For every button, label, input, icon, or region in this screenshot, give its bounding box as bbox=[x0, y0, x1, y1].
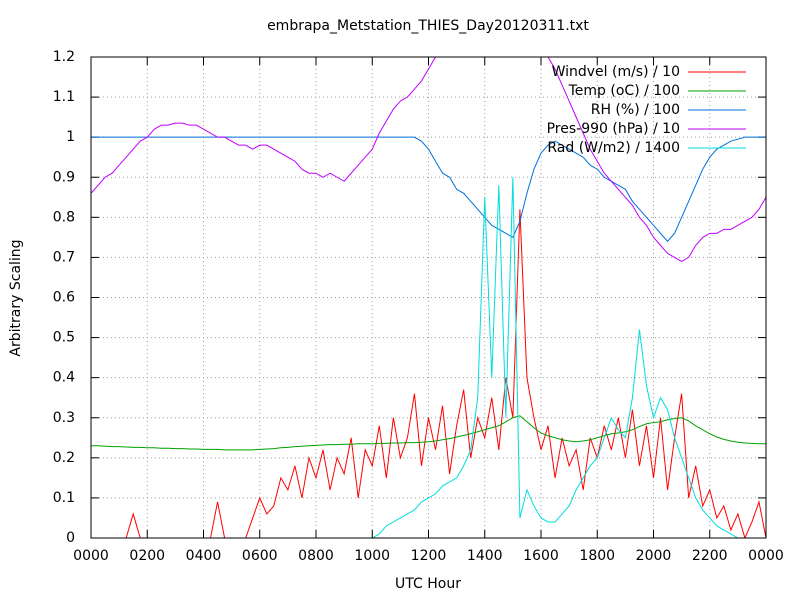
x-tick-label: 0800 bbox=[298, 548, 334, 564]
x-tick-label: 1800 bbox=[579, 548, 615, 564]
y-tick-label: 1.1 bbox=[53, 89, 75, 105]
series-line bbox=[91, 209, 766, 538]
y-tick-label: 1.2 bbox=[53, 49, 75, 65]
y-tick-label: 0.7 bbox=[53, 249, 75, 265]
legend: Windvel (m/s) / 10 Temp (oC) / 100 RH (%) … bbox=[547, 64, 746, 156]
series-line bbox=[91, 415, 766, 451]
y-tick-label: 0.6 bbox=[53, 290, 75, 306]
x-tick-label: 0000 bbox=[73, 548, 109, 564]
series-line bbox=[91, 136, 766, 243]
y-tick-label: 0.8 bbox=[53, 209, 75, 225]
y-axis-label: Arbitrary Scaling bbox=[8, 239, 24, 356]
plot-border bbox=[90, 56, 767, 539]
legend-label: Pres-990 (hPa) / 10 bbox=[547, 121, 680, 137]
y-tick-label: 0.3 bbox=[53, 410, 75, 426]
x-tick-label: 1200 bbox=[411, 548, 447, 564]
x-tick-label: 2000 bbox=[636, 548, 672, 564]
series-line bbox=[91, 57, 766, 263]
plot-area bbox=[91, 57, 766, 538]
y-tick-label: 0.9 bbox=[53, 169, 75, 185]
x-tick-label: 2200 bbox=[692, 548, 728, 564]
y-tick-label: 0.4 bbox=[53, 370, 75, 386]
x-tick-label: 1600 bbox=[523, 548, 559, 564]
legend-label: RH (%) / 100 bbox=[591, 102, 680, 118]
y-tick-label: 0.2 bbox=[53, 450, 75, 466]
chart-title: embrapa_Metstation_THIES_Day20120311.txt bbox=[267, 18, 589, 34]
y-tick-label: 0.1 bbox=[53, 490, 75, 506]
x-axis-label: UTC Hour bbox=[395, 576, 461, 592]
legend-label: Windvel (m/s) / 10 bbox=[552, 64, 680, 80]
legend-label: Temp (oC) / 100 bbox=[568, 83, 680, 99]
y-tick-label: 0 bbox=[66, 530, 75, 546]
y-tick-label: 1 bbox=[66, 129, 75, 145]
x-tick-label: 1000 bbox=[354, 548, 390, 564]
x-tick-label: 0400 bbox=[186, 548, 222, 564]
x-tick-label: 1400 bbox=[467, 548, 503, 564]
x-tick-label: 0200 bbox=[129, 548, 165, 564]
x-tick-label: 0000 bbox=[748, 548, 784, 564]
series-line bbox=[372, 177, 739, 538]
x-tick-label: 0600 bbox=[242, 548, 278, 564]
legend-label: Rad (W/m2) / 1400 bbox=[547, 140, 680, 156]
y-tick-label: 0.5 bbox=[53, 330, 75, 346]
